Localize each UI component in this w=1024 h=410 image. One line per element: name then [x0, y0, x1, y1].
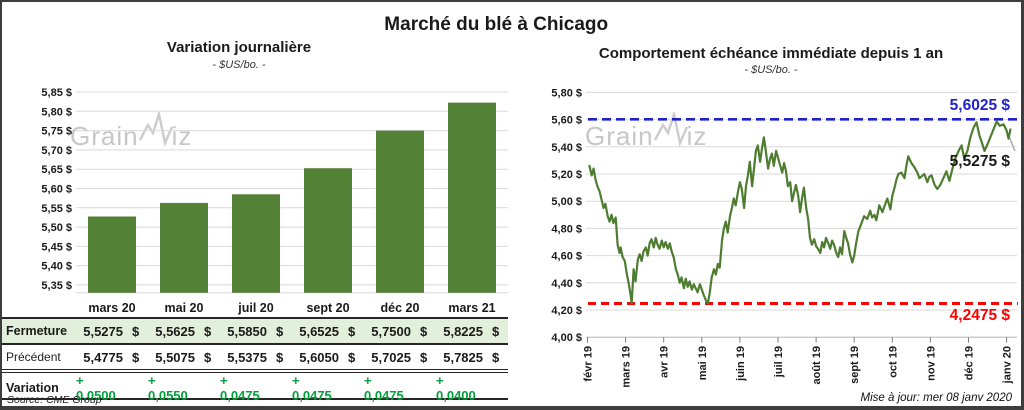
right-chart-title: Comportement échéance immédiate depuis 1…: [598, 45, 944, 62]
watermark-text: iz: [686, 121, 708, 151]
high-reference-label: 5,6025 $: [949, 97, 1010, 114]
x-axis-tick-label: juil 19: [773, 346, 785, 378]
y-axis-tick-label: 4,60 $: [551, 251, 582, 263]
table-row: Fermeture 5,5275 $ 5,5625 $ 5,5850 $ 5,6525 $ 5,7…: [2, 319, 508, 345]
left-chart-title: Variation journalière: [166, 39, 312, 56]
zigzag-line-icon: [138, 112, 173, 147]
x-axis-tick-label: avr 19: [659, 346, 671, 378]
y-axis-tick-label: 5,65 $: [41, 164, 72, 176]
x-axis-tick-label: oct 19: [887, 346, 899, 378]
row-label: Fermeture: [6, 324, 68, 338]
column-header: mai 20: [164, 301, 204, 315]
y-axis-tick-label: 5,85 $: [41, 87, 72, 99]
x-axis-tick-label: févr 19: [583, 346, 595, 381]
column-header: mars 20: [88, 301, 136, 315]
y-axis-tick-label: 5,75 $: [41, 126, 72, 138]
bar-mars 20: [88, 216, 136, 293]
x-axis-tick-label: août 19: [811, 346, 823, 385]
table-cell: 5,8225 $: [443, 323, 500, 339]
watermark-text: Grain: [70, 121, 139, 151]
price-table: mars 20 mai 20 juil 20 sept 20 déc 20 mars 21…: [2, 299, 508, 403]
left-chart-subtitle: - $US/bo. -: [212, 59, 266, 71]
table-row: Variation + 0,0500 + 0,0550 + 0,0475 + 0,047…: [2, 373, 508, 403]
x-axis-tick-label: juin 19: [735, 346, 747, 382]
x-axis-tick-label: mars 19: [621, 346, 633, 388]
y-axis-tick-label: 5,40 $: [551, 142, 582, 154]
y-axis-tick-label: 5,00 $: [551, 196, 582, 208]
y-axis-tick-label: 5,50 $: [41, 222, 72, 234]
table-cell: 5,5275 $: [83, 323, 140, 339]
table-cell: 5,4775 $: [83, 349, 140, 365]
watermark-text: iz: [171, 121, 193, 151]
table-cell: + 0,0500: [76, 373, 116, 403]
table-row: mars 20 mai 20 juil 20 sept 20 déc 20 mars 21: [2, 299, 508, 319]
table-cell: 5,5075 $: [155, 349, 212, 365]
table-cell: 5,6050 $: [299, 349, 356, 365]
table-cell: + 0,0550: [148, 373, 188, 403]
low-reference-label: 4,2475 $: [949, 307, 1010, 324]
table-cell: + 0,0400: [436, 373, 476, 403]
y-axis-tick-label: 4,40 $: [551, 278, 582, 290]
table-cell: 5,6525 $: [299, 323, 356, 339]
y-axis-tick-label: 5,70 $: [41, 145, 72, 157]
table-cell: + 0,0475: [220, 373, 260, 403]
bar-juil 20: [232, 194, 280, 293]
grainwiz-watermark: Grain iz: [70, 112, 192, 149]
y-axis-tick-label: 5,60 $: [41, 184, 72, 196]
y-axis-tick-label: 5,60 $: [551, 115, 582, 127]
y-axis-tick-label: 4,80 $: [551, 223, 582, 235]
immediate-term-line-chart: 5,80 $ 5,60 $ 5,40 $ 5,20 $ 5,00 $ 4,80 $ 4,60…: [551, 87, 1018, 388]
bar-sept 20: [304, 168, 352, 293]
table-cell: + 0,0475: [292, 373, 332, 403]
update-note: Mise à jour: mer 08 janv 2020: [860, 392, 1013, 404]
column-header: sept 20: [306, 301, 350, 315]
right-chart-subtitle: - $US/bo. -: [744, 64, 798, 76]
zigzag-line-icon: [653, 112, 688, 147]
table-cell: + 0,0475: [364, 373, 404, 403]
y-axis-tick-label: 5,80 $: [551, 87, 582, 99]
column-header: juil 20: [238, 301, 274, 315]
price-line: [588, 120, 1012, 305]
column-header: mars 21: [448, 301, 496, 315]
page-title: Marché du blé à Chicago: [384, 14, 609, 35]
table-cell: 5,5375 $: [227, 349, 284, 365]
x-axis-tick-label: janv 20: [1002, 346, 1014, 384]
bar-déc 20: [376, 130, 424, 293]
daily-variation-bar-chart: 5,85 $ 5,80 $ 5,75 $ 5,70 $ 5,65 $ 5,60 $ 5,55…: [41, 87, 508, 294]
grainwiz-watermark: Grain iz: [585, 112, 707, 149]
table-cell: 5,5850 $: [227, 323, 284, 339]
table-cell: 5,5625 $: [155, 323, 212, 339]
y-axis-tick-label: 5,55 $: [41, 203, 72, 215]
row-label: Variation: [6, 381, 59, 395]
y-axis-tick-label: 5,45 $: [41, 241, 72, 253]
x-axis-tick-label: nov 19: [925, 346, 937, 381]
source-note: Source: CME Group: [7, 394, 102, 406]
y-axis-tick-label: 5,80 $: [41, 106, 72, 118]
table-cell: 5,7500 $: [371, 323, 428, 339]
y-axis-tick-label: 5,40 $: [41, 261, 72, 273]
y-axis-tick-label: 5,20 $: [551, 169, 582, 181]
table-cell: 5,7025 $: [371, 349, 428, 365]
y-axis-tick-label: 5,35 $: [41, 280, 72, 292]
bar-mars 21: [448, 102, 496, 293]
row-label: Précédent: [6, 350, 61, 364]
last-value-label: 5,5275 $: [949, 153, 1010, 170]
table-cell: 5,7825 $: [443, 349, 500, 365]
bar-mai 20: [160, 202, 208, 293]
watermark-text: Grain: [585, 121, 654, 151]
x-axis-tick-label: mai 19: [697, 346, 709, 380]
y-axis-tick-label: 4,00 $: [551, 332, 582, 344]
x-axis-tick-label: sept 19: [849, 346, 861, 384]
column-header: déc 20: [380, 301, 420, 315]
table-row: Précédent 5,4775 $ 5,5075 $ 5,5375 $ 5,6050 $ 5,7…: [2, 345, 508, 373]
x-axis-tick-label: déc 19: [964, 346, 976, 380]
y-axis-tick-label: 4,20 $: [551, 305, 582, 317]
